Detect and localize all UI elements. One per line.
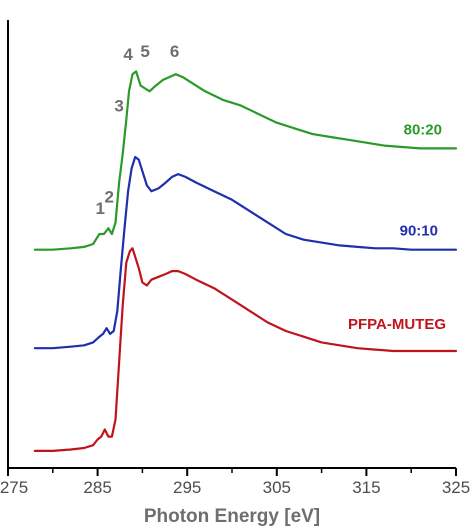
series-line-pfpa-muteg (33, 247, 458, 452)
x-tick-label: 295 (173, 478, 201, 497)
series-line-90-10 (33, 155, 458, 350)
peak-label: 4 (123, 45, 133, 64)
plot-area: 80:20 90:10 PFPA-MUTEG 12 3 4 5 6 (33, 42, 458, 452)
x-tick-label: 275 (0, 478, 28, 497)
peak-label: 6 (170, 42, 179, 61)
peak-label: 2 (105, 188, 114, 207)
series-line-80-20 (33, 70, 458, 251)
series-label: 80:20 (404, 121, 442, 138)
series-label: 90:10 (400, 223, 438, 240)
peak-label: 5 (140, 42, 149, 61)
x-axis: 275 285 295 305 315 325 (0, 20, 470, 497)
series-label: PFPA-MUTEG (348, 316, 446, 333)
x-tick-label: 315 (352, 478, 380, 497)
peak-label: 1 (96, 199, 105, 218)
x-tick-label: 305 (263, 478, 291, 497)
x-tick-label: 285 (83, 478, 111, 497)
peak-label: 3 (114, 96, 123, 115)
x-axis-title: Photon Energy [eV] (144, 506, 320, 527)
x-tick-label: 325 (442, 478, 470, 497)
